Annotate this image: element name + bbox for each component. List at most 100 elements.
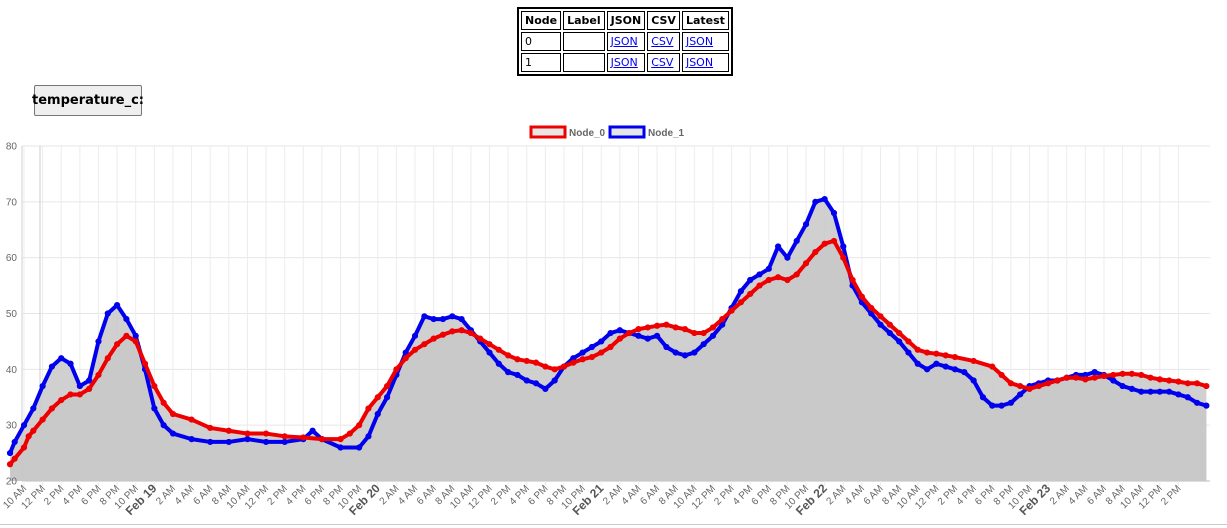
- data-point: [700, 329, 707, 337]
- header-latest: Latest: [681, 11, 729, 30]
- data-point: [719, 321, 726, 328]
- x-tick-label: 6 AM: [191, 483, 215, 507]
- data-point: [896, 338, 903, 345]
- header-label: Label: [563, 11, 605, 30]
- data-point: [542, 385, 549, 392]
- data-point: [756, 271, 763, 278]
- data-point: [653, 332, 661, 339]
- data-point: [449, 328, 456, 335]
- data-point: [439, 331, 447, 338]
- data-point: [244, 436, 251, 443]
- data-point: [86, 377, 93, 384]
- header-node: Node: [521, 11, 562, 30]
- data-point: [365, 433, 372, 440]
- table-row: 0 JSON CSV JSON: [521, 32, 729, 51]
- data-point: [505, 369, 512, 376]
- data-point: [914, 360, 921, 367]
- data-point: [374, 394, 381, 401]
- x-tick-label: 2 AM: [601, 483, 625, 507]
- data-point: [58, 355, 65, 362]
- data-point: [737, 288, 744, 295]
- data-point: [486, 349, 493, 356]
- data-point: [923, 349, 931, 356]
- data-point: [765, 265, 772, 272]
- data-point: [95, 338, 102, 345]
- data-point: [151, 405, 158, 412]
- data-point: [1138, 371, 1145, 379]
- x-tick-label: 2 PM: [42, 483, 66, 507]
- x-tick-label: 2 AM: [825, 483, 849, 507]
- data-point: [532, 380, 540, 387]
- data-point: [11, 455, 18, 462]
- legend-swatch: [529, 125, 567, 139]
- json-link[interactable]: JSON: [610, 56, 638, 69]
- data-point: [467, 329, 474, 337]
- legend-item-node-1: Node_1: [608, 125, 685, 139]
- data-point: [551, 377, 558, 384]
- data-point: [449, 313, 456, 320]
- node-label-cell: [563, 53, 605, 72]
- data-point: [747, 276, 754, 284]
- x-tick-label: 4 AM: [1067, 483, 1091, 507]
- data-point: [961, 369, 968, 376]
- data-point: [1054, 377, 1061, 384]
- x-tick-label: 6 AM: [638, 483, 662, 507]
- data-point: [588, 343, 596, 351]
- data-point: [1193, 399, 1201, 406]
- csv-link[interactable]: CSV: [651, 56, 674, 69]
- x-tick-label: 2 PM: [489, 483, 513, 507]
- data-point: [700, 341, 707, 348]
- sensor-select-button[interactable]: temperature_c:: [32, 85, 144, 116]
- data-point: [207, 424, 214, 432]
- csv-link[interactable]: CSV: [651, 35, 674, 48]
- data-point: [747, 290, 754, 298]
- data-point: [337, 436, 344, 443]
- data-point: [11, 438, 18, 446]
- data-point: [905, 338, 912, 345]
- csv-cell: CSV: [647, 53, 680, 72]
- data-point: [383, 394, 391, 401]
- data-point: [281, 438, 288, 446]
- data-point: [923, 366, 931, 373]
- data-point: [113, 302, 121, 309]
- data-point: [542, 363, 549, 370]
- data-point: [775, 274, 782, 281]
- data-point: [20, 422, 28, 429]
- data-point: [719, 315, 726, 323]
- data-point: [635, 332, 642, 339]
- y-tick-label: 30: [6, 421, 18, 432]
- data-point: [1063, 374, 1070, 381]
- data-point: [1026, 385, 1033, 392]
- data-point: [86, 385, 93, 392]
- data-point: [1175, 391, 1182, 398]
- data-point: [104, 310, 111, 317]
- data-point: [691, 349, 698, 356]
- data-point: [1147, 388, 1154, 395]
- x-tick-label: 4 PM: [284, 483, 308, 507]
- latest-json-link[interactable]: JSON: [685, 56, 714, 69]
- data-point: [560, 363, 568, 370]
- data-point: [262, 430, 270, 437]
- data-point: [663, 343, 670, 351]
- data-point: [477, 335, 484, 342]
- y-tick-label: 20: [6, 477, 18, 488]
- data-point: [67, 360, 74, 367]
- x-tick-label: 4 PM: [731, 483, 755, 507]
- data-point: [486, 341, 493, 348]
- data-point: [793, 271, 800, 278]
- x-tick-label: 4 PM: [954, 483, 978, 507]
- data-point: [998, 371, 1005, 379]
- data-point: [421, 313, 428, 320]
- latest-json-link[interactable]: JSON: [685, 35, 714, 48]
- data-point: [868, 304, 875, 312]
- data-point: [1017, 391, 1024, 398]
- data-point: [514, 356, 521, 363]
- data-point: [635, 326, 642, 333]
- data-point: [160, 422, 167, 429]
- data-point: [123, 332, 130, 339]
- json-link[interactable]: JSON: [610, 35, 638, 48]
- data-point: [598, 349, 605, 356]
- data-point: [942, 352, 949, 359]
- x-tick-label: 6 PM: [526, 483, 550, 507]
- data-point: [1007, 380, 1014, 387]
